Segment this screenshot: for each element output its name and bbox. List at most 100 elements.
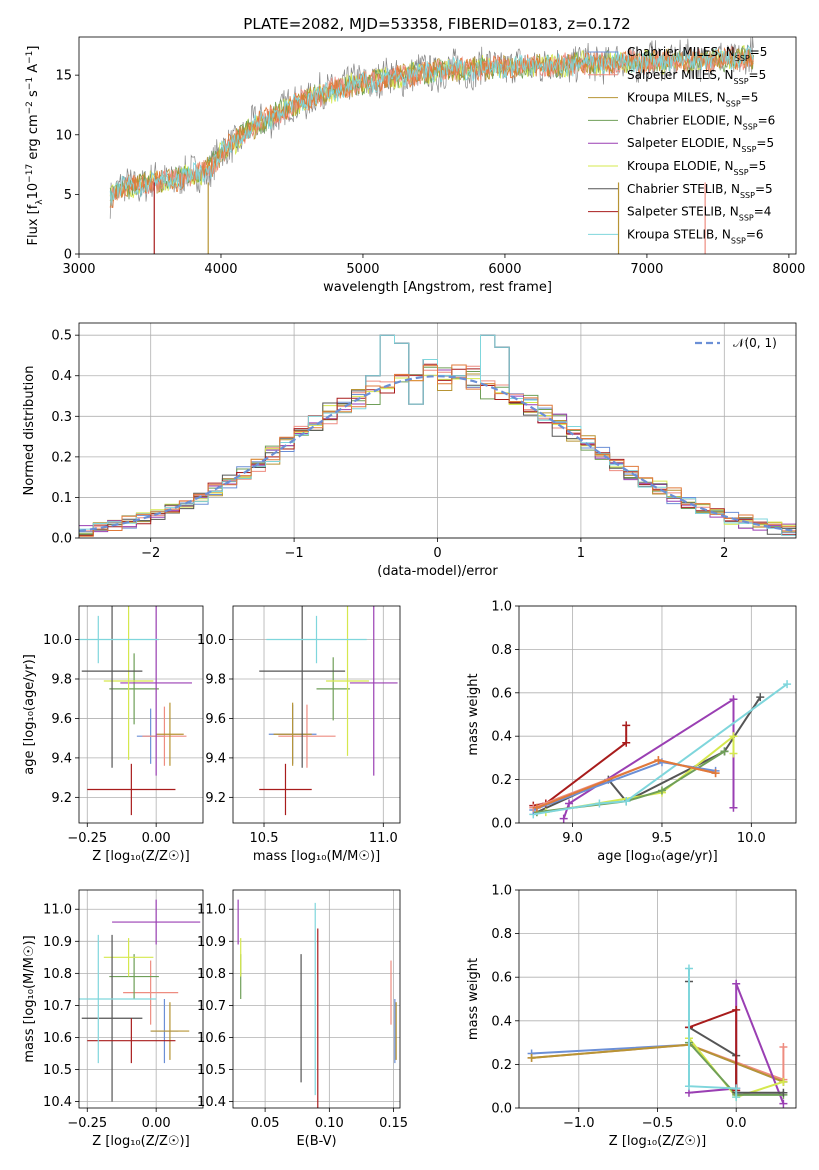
x-tick-label: 3000	[62, 262, 95, 277]
weight-marker	[595, 799, 604, 808]
x-tick-label: 0	[433, 546, 441, 561]
y-axis-label-part: −17	[25, 164, 35, 183]
legend-label: Kroupa MILES, NSSP=5	[627, 91, 758, 109]
legend-sub: SSP	[741, 145, 756, 154]
age-vs-Z-plot	[79, 606, 192, 816]
y-tick-label: 9.2	[205, 791, 226, 806]
x-tick-label: 0.15	[379, 1116, 408, 1131]
y-tick-label: 0.5	[51, 329, 72, 344]
weight-marker	[729, 749, 738, 758]
residuals-axes: −2 −1 0 1 2 0.0 0.1 0.2 0.3 0.4 0.5 (data-model)/er…	[22, 322, 797, 579]
legend-label: Salpeter MILES, NSSP=5	[627, 68, 766, 86]
x-tick-label: −0.25	[67, 831, 107, 846]
normal-curve	[79, 375, 796, 532]
x-tick-label: 0.05	[251, 1116, 280, 1131]
y-tick-label: 0.0	[491, 817, 512, 832]
legend-name: Kroupa ELODIE, N	[627, 159, 734, 173]
y-axis-label-part: λ	[35, 199, 45, 205]
weight-vs-Z-plot	[527, 964, 788, 1108]
y-tick-label: 0.0	[51, 532, 72, 547]
weight-marker	[657, 786, 666, 795]
legend-value: =5	[750, 45, 768, 59]
y-tick-label: 0.2	[491, 1058, 512, 1073]
y-tick-label: 10.4	[197, 1095, 226, 1110]
x-axis-label: wavelength [Angstrom, rest frame]	[323, 280, 552, 295]
legend-label: Kroupa ELODIE, NSSP=5	[627, 159, 766, 177]
y-tick-label: 0.4	[491, 1014, 512, 1029]
weight-marker	[732, 1093, 741, 1102]
y-tick-label: 10.4	[43, 1095, 72, 1110]
axes-frame	[78, 889, 204, 1109]
weight-marker	[779, 1077, 788, 1086]
x-tick-label: −1	[285, 546, 304, 561]
y-tick-label: 1.0	[491, 600, 512, 615]
x-tick-label: 0.00	[142, 1116, 171, 1131]
y-axis-label: Normed distribution	[22, 366, 37, 496]
y-tick-label: 10.5	[43, 1063, 72, 1078]
axes-frame	[232, 605, 401, 824]
y-tick-label: 9.4	[51, 751, 72, 766]
histogram-step	[79, 364, 796, 537]
y-tick-label: 10.5	[197, 1063, 226, 1078]
weight-marker	[565, 799, 574, 808]
y-tick-label: 9.2	[51, 791, 72, 806]
axes-frame	[78, 322, 797, 539]
spectrum-line	[109, 44, 754, 206]
weight-marker	[732, 979, 741, 988]
legend-label: Kroupa STELIB, NSSP=6	[627, 227, 764, 245]
weight-marker	[622, 797, 631, 806]
legend-sub: SSP	[740, 190, 755, 199]
y-axis-label: mass weight	[466, 958, 481, 1040]
weight-marker	[711, 769, 720, 778]
y-tick-label: 0.1	[51, 491, 72, 506]
y-axis-label: age [log₁₀(age/yr)]	[22, 654, 37, 775]
y-axis-label-part: s	[26, 90, 41, 101]
weight-line	[533, 683, 788, 816]
y-tick-label: 10	[55, 128, 72, 143]
mass-vs-Z-plot	[79, 899, 201, 1102]
x-tick-label: 10.0	[737, 831, 766, 846]
legend-label: Chabrier STELIB, NSSP=5	[627, 182, 773, 200]
y-tick-label: 10.0	[43, 633, 72, 648]
weight-marker	[729, 803, 738, 812]
legend-sub: SSP	[735, 54, 750, 63]
y-axis-label-part: −1	[25, 77, 35, 90]
y-tick-label: 9.6	[205, 712, 226, 727]
x-tick-label: 9.5	[652, 831, 673, 846]
y-axis-label-part: −2	[25, 101, 35, 114]
legend-name: Chabrier STELIB, N	[627, 182, 740, 196]
legend-name: Salpeter MILES, N	[627, 68, 734, 82]
x-tick-label: 5000	[346, 262, 379, 277]
y-tick-label: 10.9	[197, 935, 226, 950]
y-axis-label: Flux [fλ10−17 erg cm−2 s−1 A−1]	[25, 46, 45, 246]
axes-frame	[78, 36, 797, 255]
spectrum-line	[109, 47, 754, 209]
legend-value: =6	[746, 227, 764, 241]
age-vs-Z-axes: −0.25 0.00 9.2 9.4 9.6 9.8 10.0 Z [log₁₀(Z/Z☉)]…	[22, 605, 204, 864]
x-tick-label: 10.5	[250, 831, 279, 846]
age-vs-mass-axes: 10.5 11.0 9.2 9.4 9.6 9.8 10.0 mass [log₁₀(M/M☉…	[197, 605, 401, 864]
legend-name: Salpeter STELIB, N	[627, 205, 739, 219]
mass-vs-ebv-axes: 0.05 0.10 0.15 10.4 10.5 10.6 10.7 10.8 10.9 11.0…	[197, 889, 408, 1149]
spectrum-plot	[109, 37, 754, 254]
x-tick-label: 11.0	[369, 831, 398, 846]
y-tick-label: 10.6	[197, 1031, 226, 1046]
y-tick-label: 10.8	[43, 967, 72, 982]
legend-label: Chabrier ELODIE, NSSP=6	[627, 113, 775, 130]
y-tick-label: 0.4	[51, 369, 72, 384]
x-tick-label: −2	[141, 546, 160, 561]
legend-name: Chabrier MILES, N	[627, 45, 735, 59]
axes-frame	[518, 889, 797, 1109]
axes-frame	[78, 605, 204, 824]
weight-vs-age-axes: 9.0 9.5 10.0 0.0 0.2 0.4 0.6 0.8 1.0 age [log₁₀(a…	[466, 600, 797, 864]
weight-marker	[732, 1005, 741, 1014]
mass-vs-Z-axes: −0.25 0.00 10.4 10.5 10.6 10.7 10.8 10.9 11.0 Z […	[22, 889, 204, 1149]
y-tick-label: 0.6	[491, 686, 512, 701]
y-axis-label-part: 10	[26, 183, 41, 200]
weight-marker	[779, 1088, 788, 1097]
legend-label: Chabrier MILES, NSSP=5	[627, 45, 767, 63]
weight-marker	[779, 1099, 788, 1108]
legend-value: =4	[754, 205, 772, 219]
